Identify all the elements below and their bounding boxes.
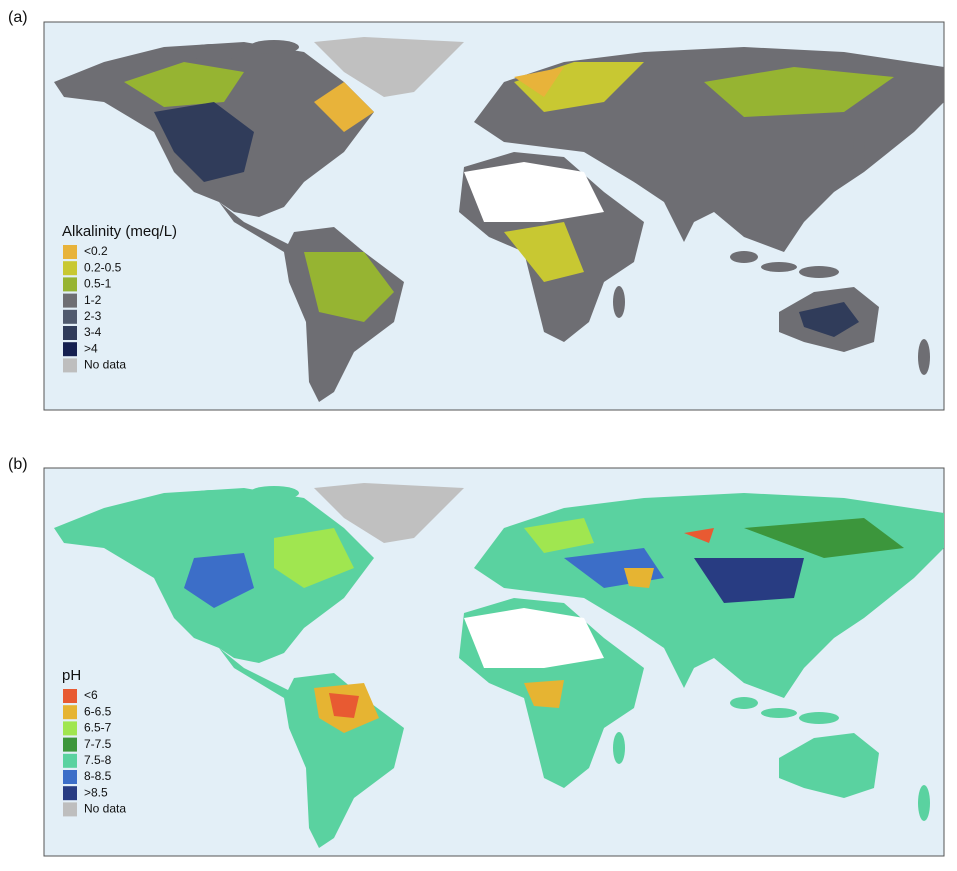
legend-label: 0.5-1 bbox=[84, 277, 112, 291]
panel-label: (b) bbox=[8, 456, 28, 473]
legend-swatch bbox=[63, 753, 77, 768]
legend-swatch bbox=[63, 802, 77, 817]
legend-title: pH bbox=[62, 667, 81, 684]
legend-label: 3-4 bbox=[84, 325, 102, 339]
legend: pH <6 6-6.5 6.5-7 7-7.5 7.5-8 8-8.5 >8.5 No dat… bbox=[62, 667, 126, 817]
legend-label: 0.2-0.5 bbox=[84, 260, 122, 274]
legend-swatch bbox=[63, 277, 77, 292]
legend-label: >4 bbox=[84, 341, 98, 355]
map-b bbox=[43, 467, 945, 857]
legend-label: 8-8.5 bbox=[84, 769, 112, 783]
legend-label: <6 bbox=[84, 688, 98, 702]
legend-swatch bbox=[63, 721, 77, 736]
legend-swatch bbox=[63, 358, 77, 373]
legend-label: 7.5-8 bbox=[84, 753, 112, 767]
legend-swatch bbox=[63, 737, 77, 752]
legend-swatch bbox=[63, 261, 77, 276]
legend-label: 6-6.5 bbox=[84, 704, 112, 718]
map-a bbox=[43, 21, 945, 411]
legend-swatch bbox=[63, 326, 77, 340]
legend-label: 1-2 bbox=[84, 293, 102, 307]
legend-label: 2-3 bbox=[84, 309, 102, 323]
legend-label: No data bbox=[84, 802, 126, 816]
legend-label: 6.5-7 bbox=[84, 721, 112, 735]
legend-swatch bbox=[63, 342, 77, 357]
legend-label: >8.5 bbox=[84, 785, 108, 799]
legend-label: 7-7.5 bbox=[84, 737, 112, 751]
legend: Alkalinity (meq/L) <0.2 0.2-0.5 0.5-1 1-2 2-… bbox=[62, 223, 177, 373]
legend-swatch bbox=[63, 689, 77, 703]
panel-label: (a) bbox=[8, 9, 28, 26]
legend-swatch bbox=[63, 309, 77, 324]
legend-swatch bbox=[63, 786, 77, 801]
legend-title: Alkalinity (meq/L) bbox=[62, 223, 177, 240]
legend-label: <0.2 bbox=[84, 244, 108, 258]
legend-swatch bbox=[63, 293, 77, 308]
legend-label: No data bbox=[84, 358, 126, 372]
legend-swatch bbox=[63, 245, 77, 259]
legend-swatch bbox=[63, 705, 77, 720]
legend-swatch bbox=[63, 770, 77, 784]
